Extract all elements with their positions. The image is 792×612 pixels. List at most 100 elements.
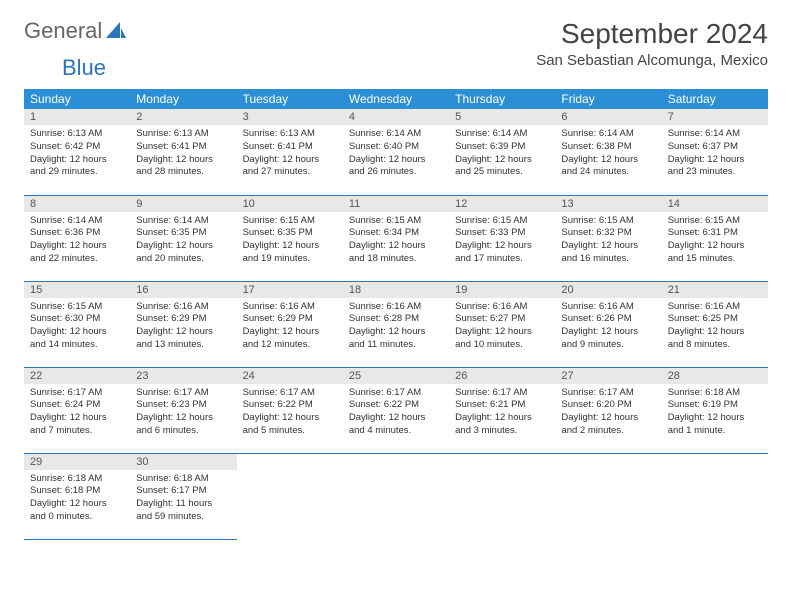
sunrise-text: Sunrise: 6:18 AM: [136, 473, 230, 486]
day-body: Sunrise: 6:17 AMSunset: 6:22 PMDaylight:…: [237, 384, 343, 442]
weekday-header: Sunday: [24, 89, 130, 109]
calendar-cell: 11Sunrise: 6:15 AMSunset: 6:34 PMDayligh…: [343, 195, 449, 281]
day-body: Sunrise: 6:16 AMSunset: 6:26 PMDaylight:…: [555, 298, 661, 356]
daylight-text-2: and 5 minutes.: [243, 425, 337, 438]
sunrise-text: Sunrise: 6:18 AM: [668, 387, 762, 400]
daylight-text-2: and 59 minutes.: [136, 511, 230, 524]
sunrise-text: Sunrise: 6:15 AM: [455, 215, 549, 228]
calendar-cell: 19Sunrise: 6:16 AMSunset: 6:27 PMDayligh…: [449, 281, 555, 367]
daylight-text-2: and 8 minutes.: [668, 339, 762, 352]
sunset-text: Sunset: 6:25 PM: [668, 313, 762, 326]
daylight-text-2: and 25 minutes.: [455, 166, 549, 179]
daylight-text-2: and 18 minutes.: [349, 253, 443, 266]
day-number: 7: [662, 109, 768, 125]
daylight-text-2: and 4 minutes.: [349, 425, 443, 438]
sunset-text: Sunset: 6:30 PM: [30, 313, 124, 326]
day-number: 3: [237, 109, 343, 125]
logo-text-1: General: [24, 18, 102, 44]
day-number: 13: [555, 196, 661, 212]
day-body: Sunrise: 6:16 AMSunset: 6:27 PMDaylight:…: [449, 298, 555, 356]
day-body: Sunrise: 6:14 AMSunset: 6:36 PMDaylight:…: [24, 212, 130, 270]
sunrise-text: Sunrise: 6:14 AM: [561, 128, 655, 141]
daylight-text-1: Daylight: 12 hours: [136, 154, 230, 167]
day-number: 10: [237, 196, 343, 212]
day-body: Sunrise: 6:16 AMSunset: 6:29 PMDaylight:…: [130, 298, 236, 356]
daylight-text-2: and 10 minutes.: [455, 339, 549, 352]
day-number: 5: [449, 109, 555, 125]
daylight-text-1: Daylight: 12 hours: [243, 412, 337, 425]
sunrise-text: Sunrise: 6:15 AM: [349, 215, 443, 228]
daylight-text-2: and 27 minutes.: [243, 166, 337, 179]
sunrise-text: Sunrise: 6:15 AM: [561, 215, 655, 228]
day-body: Sunrise: 6:15 AMSunset: 6:32 PMDaylight:…: [555, 212, 661, 270]
sunset-text: Sunset: 6:32 PM: [561, 227, 655, 240]
daylight-text-1: Daylight: 12 hours: [349, 326, 443, 339]
calendar-row: 22Sunrise: 6:17 AMSunset: 6:24 PMDayligh…: [24, 367, 768, 453]
day-body: Sunrise: 6:14 AMSunset: 6:39 PMDaylight:…: [449, 125, 555, 183]
calendar-cell: [555, 453, 661, 539]
sunset-text: Sunset: 6:26 PM: [561, 313, 655, 326]
sunset-text: Sunset: 6:18 PM: [30, 485, 124, 498]
day-number: 29: [24, 454, 130, 470]
calendar-cell: 4Sunrise: 6:14 AMSunset: 6:40 PMDaylight…: [343, 109, 449, 195]
calendar-cell: 23Sunrise: 6:17 AMSunset: 6:23 PMDayligh…: [130, 367, 236, 453]
sunset-text: Sunset: 6:31 PM: [668, 227, 762, 240]
sunset-text: Sunset: 6:19 PM: [668, 399, 762, 412]
daylight-text-2: and 7 minutes.: [30, 425, 124, 438]
sunset-text: Sunset: 6:27 PM: [455, 313, 549, 326]
sunset-text: Sunset: 6:21 PM: [455, 399, 549, 412]
day-number: 21: [662, 282, 768, 298]
calendar-row: 1Sunrise: 6:13 AMSunset: 6:42 PMDaylight…: [24, 109, 768, 195]
sunrise-text: Sunrise: 6:16 AM: [136, 301, 230, 314]
weekday-header: Monday: [130, 89, 236, 109]
sunrise-text: Sunrise: 6:16 AM: [455, 301, 549, 314]
day-body: Sunrise: 6:15 AMSunset: 6:30 PMDaylight:…: [24, 298, 130, 356]
calendar-cell: 21Sunrise: 6:16 AMSunset: 6:25 PMDayligh…: [662, 281, 768, 367]
daylight-text-2: and 20 minutes.: [136, 253, 230, 266]
calendar-cell: 22Sunrise: 6:17 AMSunset: 6:24 PMDayligh…: [24, 367, 130, 453]
daylight-text-1: Daylight: 12 hours: [349, 412, 443, 425]
day-body: Sunrise: 6:15 AMSunset: 6:31 PMDaylight:…: [662, 212, 768, 270]
daylight-text-2: and 1 minute.: [668, 425, 762, 438]
daylight-text-2: and 15 minutes.: [668, 253, 762, 266]
sunset-text: Sunset: 6:29 PM: [136, 313, 230, 326]
daylight-text-1: Daylight: 12 hours: [561, 154, 655, 167]
day-body: Sunrise: 6:18 AMSunset: 6:19 PMDaylight:…: [662, 384, 768, 442]
sunset-text: Sunset: 6:22 PM: [243, 399, 337, 412]
sunset-text: Sunset: 6:38 PM: [561, 141, 655, 154]
day-body: Sunrise: 6:14 AMSunset: 6:37 PMDaylight:…: [662, 125, 768, 183]
calendar-cell: 28Sunrise: 6:18 AMSunset: 6:19 PMDayligh…: [662, 367, 768, 453]
day-number: 12: [449, 196, 555, 212]
sunset-text: Sunset: 6:28 PM: [349, 313, 443, 326]
logo-text-2: Blue: [62, 55, 792, 81]
sunrise-text: Sunrise: 6:18 AM: [30, 473, 124, 486]
sunrise-text: Sunrise: 6:13 AM: [243, 128, 337, 141]
day-number: 9: [130, 196, 236, 212]
calendar-cell: 29Sunrise: 6:18 AMSunset: 6:18 PMDayligh…: [24, 453, 130, 539]
calendar-cell: 7Sunrise: 6:14 AMSunset: 6:37 PMDaylight…: [662, 109, 768, 195]
daylight-text-1: Daylight: 12 hours: [349, 154, 443, 167]
calendar-cell: 20Sunrise: 6:16 AMSunset: 6:26 PMDayligh…: [555, 281, 661, 367]
calendar-cell: 26Sunrise: 6:17 AMSunset: 6:21 PMDayligh…: [449, 367, 555, 453]
day-number: 24: [237, 368, 343, 384]
calendar-cell: 2Sunrise: 6:13 AMSunset: 6:41 PMDaylight…: [130, 109, 236, 195]
daylight-text-2: and 24 minutes.: [561, 166, 655, 179]
sunrise-text: Sunrise: 6:17 AM: [136, 387, 230, 400]
calendar-cell: 10Sunrise: 6:15 AMSunset: 6:35 PMDayligh…: [237, 195, 343, 281]
sunrise-text: Sunrise: 6:16 AM: [668, 301, 762, 314]
sunrise-text: Sunrise: 6:16 AM: [561, 301, 655, 314]
sunrise-text: Sunrise: 6:16 AM: [349, 301, 443, 314]
calendar-cell: 25Sunrise: 6:17 AMSunset: 6:22 PMDayligh…: [343, 367, 449, 453]
daylight-text-1: Daylight: 12 hours: [668, 240, 762, 253]
daylight-text-1: Daylight: 12 hours: [668, 154, 762, 167]
day-number: 18: [343, 282, 449, 298]
sunset-text: Sunset: 6:17 PM: [136, 485, 230, 498]
daylight-text-1: Daylight: 12 hours: [561, 412, 655, 425]
daylight-text-2: and 9 minutes.: [561, 339, 655, 352]
calendar-cell: 15Sunrise: 6:15 AMSunset: 6:30 PMDayligh…: [24, 281, 130, 367]
sunset-text: Sunset: 6:35 PM: [243, 227, 337, 240]
sunrise-text: Sunrise: 6:13 AM: [136, 128, 230, 141]
day-number: 1: [24, 109, 130, 125]
calendar-cell: 3Sunrise: 6:13 AMSunset: 6:41 PMDaylight…: [237, 109, 343, 195]
day-body: Sunrise: 6:16 AMSunset: 6:28 PMDaylight:…: [343, 298, 449, 356]
